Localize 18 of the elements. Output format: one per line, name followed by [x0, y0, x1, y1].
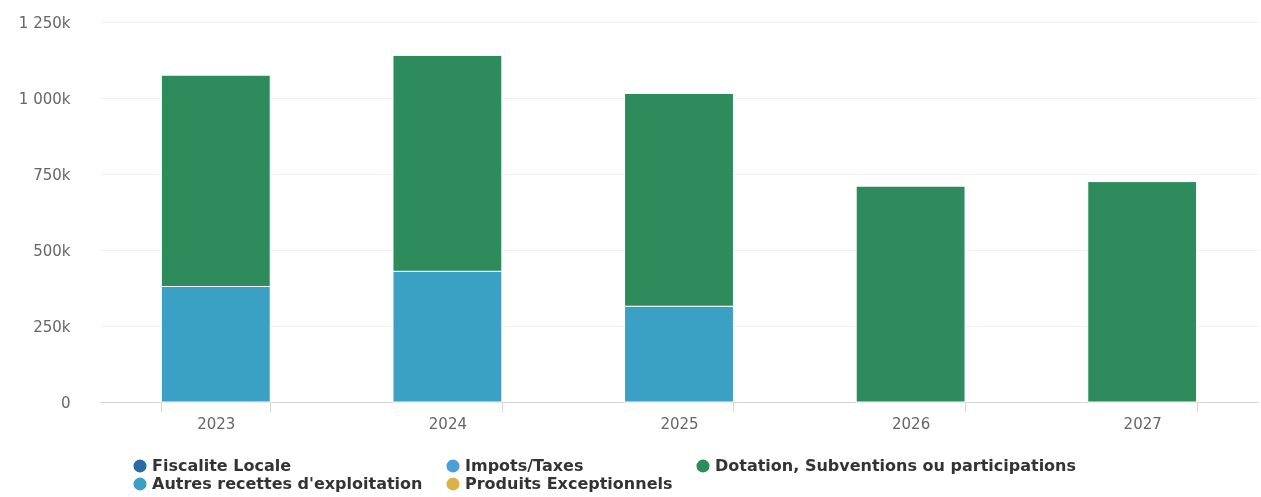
y-tick-label: 0 — [60, 393, 71, 412]
y-tick-label: 250k — [33, 317, 71, 336]
legend-label: Impots/Taxes — [465, 456, 584, 475]
y-tick-label: 750k — [33, 165, 71, 184]
x-tick-label: 2027 — [1123, 414, 1162, 433]
x-tick-label: 2026 — [892, 414, 931, 433]
bar — [1087, 181, 1198, 403]
legend-label: Produits Exceptionnels — [465, 474, 673, 493]
legend-label: Dotation, Subventions ou participations — [715, 456, 1077, 475]
x-tick-label: 2023 — [197, 414, 236, 433]
legend-label: Fiscalite Locale — [152, 456, 292, 475]
legend-label: Autres recettes d'exploitation — [152, 474, 423, 493]
y-tick-label: 500k — [33, 241, 71, 260]
x-tick-label: 2024 — [428, 414, 467, 433]
y-tick-label: 1 000k — [18, 89, 71, 108]
x-tick-label: 2025 — [660, 414, 699, 433]
y-tick-label: 1 250k — [18, 13, 71, 32]
bar — [855, 185, 966, 403]
